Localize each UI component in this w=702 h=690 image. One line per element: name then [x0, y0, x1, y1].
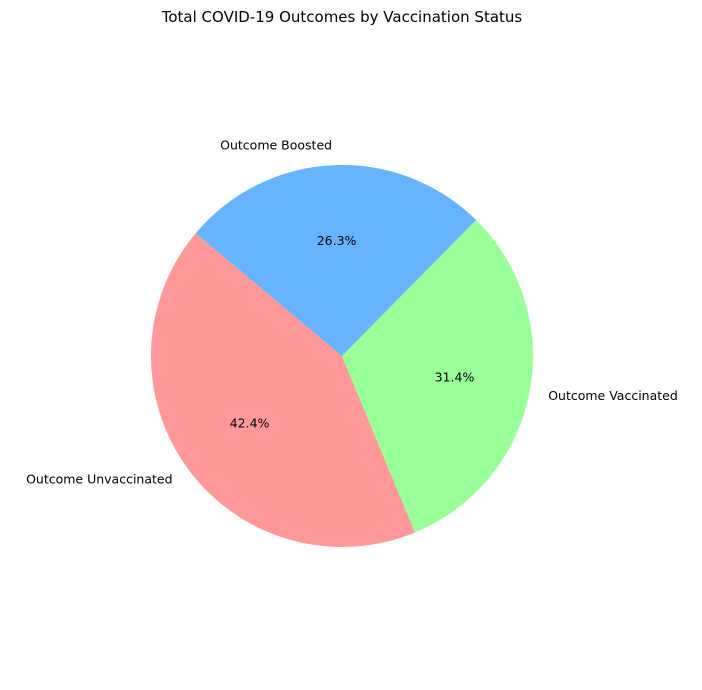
chart-title: Total COVID-19 Outcomes by Vaccination S… — [161, 8, 523, 26]
percent-label-outcome-vaccinated: 31.4% — [435, 369, 475, 384]
slice-label-outcome-boosted: Outcome Boosted — [220, 138, 332, 153]
slice-label-outcome-vaccinated: Outcome Vaccinated — [548, 388, 678, 403]
slice-label-outcome-unvaccinated: Outcome Unvaccinated — [26, 472, 172, 487]
percent-label-outcome-boosted: 26.3% — [317, 233, 357, 248]
pie-slice-outcome-boosted — [195, 165, 477, 356]
pie-slice-outcome-vaccinated — [342, 219, 534, 533]
pie-slice-outcome-unvaccinated — [151, 233, 416, 547]
percent-label-outcome-unvaccinated: 42.4% — [230, 415, 270, 430]
